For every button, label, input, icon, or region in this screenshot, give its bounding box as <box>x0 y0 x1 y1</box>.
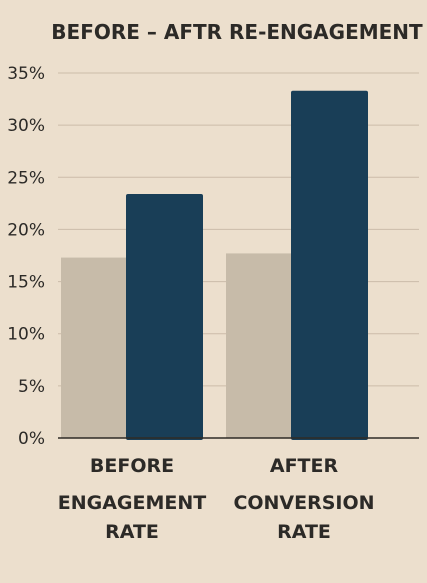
x-category-label: AFTER <box>270 455 339 477</box>
y-tick-label: 25% <box>7 168 45 188</box>
y-tick-label: 20% <box>7 220 45 240</box>
y-tick-label: 5% <box>18 377 45 397</box>
bar-after-series-2 <box>291 90 368 440</box>
y-tick-label: 15% <box>7 273 45 293</box>
y-tick-label: 10% <box>7 325 45 345</box>
x-category-sublabel: RATE <box>105 521 159 543</box>
category-labels: BEFORE ENGAGEMENT RATE AFTER CONVERSION RATE <box>58 455 375 543</box>
x-category-sublabel: CONVERSION <box>233 492 374 514</box>
bar-before-series-1 <box>61 257 126 438</box>
chart-title: BEFORE – AFTR RE-ENGAGEMENT <box>51 20 423 44</box>
x-category-sublabel: RATE <box>277 521 331 543</box>
x-category-sublabel: ENGAGEMENT <box>58 492 207 514</box>
y-tick-label: 35% <box>7 64 45 84</box>
x-category-label: BEFORE <box>90 455 174 477</box>
y-axis-ticks: 0% 5% 10% 15% 20% 25% 30% 35% <box>7 64 45 449</box>
y-tick-label: 0% <box>18 429 45 449</box>
bar-after-series-1 <box>226 253 291 438</box>
y-tick-label: 30% <box>7 116 45 136</box>
bar-before-series-2 <box>126 193 203 440</box>
bars <box>61 90 368 440</box>
